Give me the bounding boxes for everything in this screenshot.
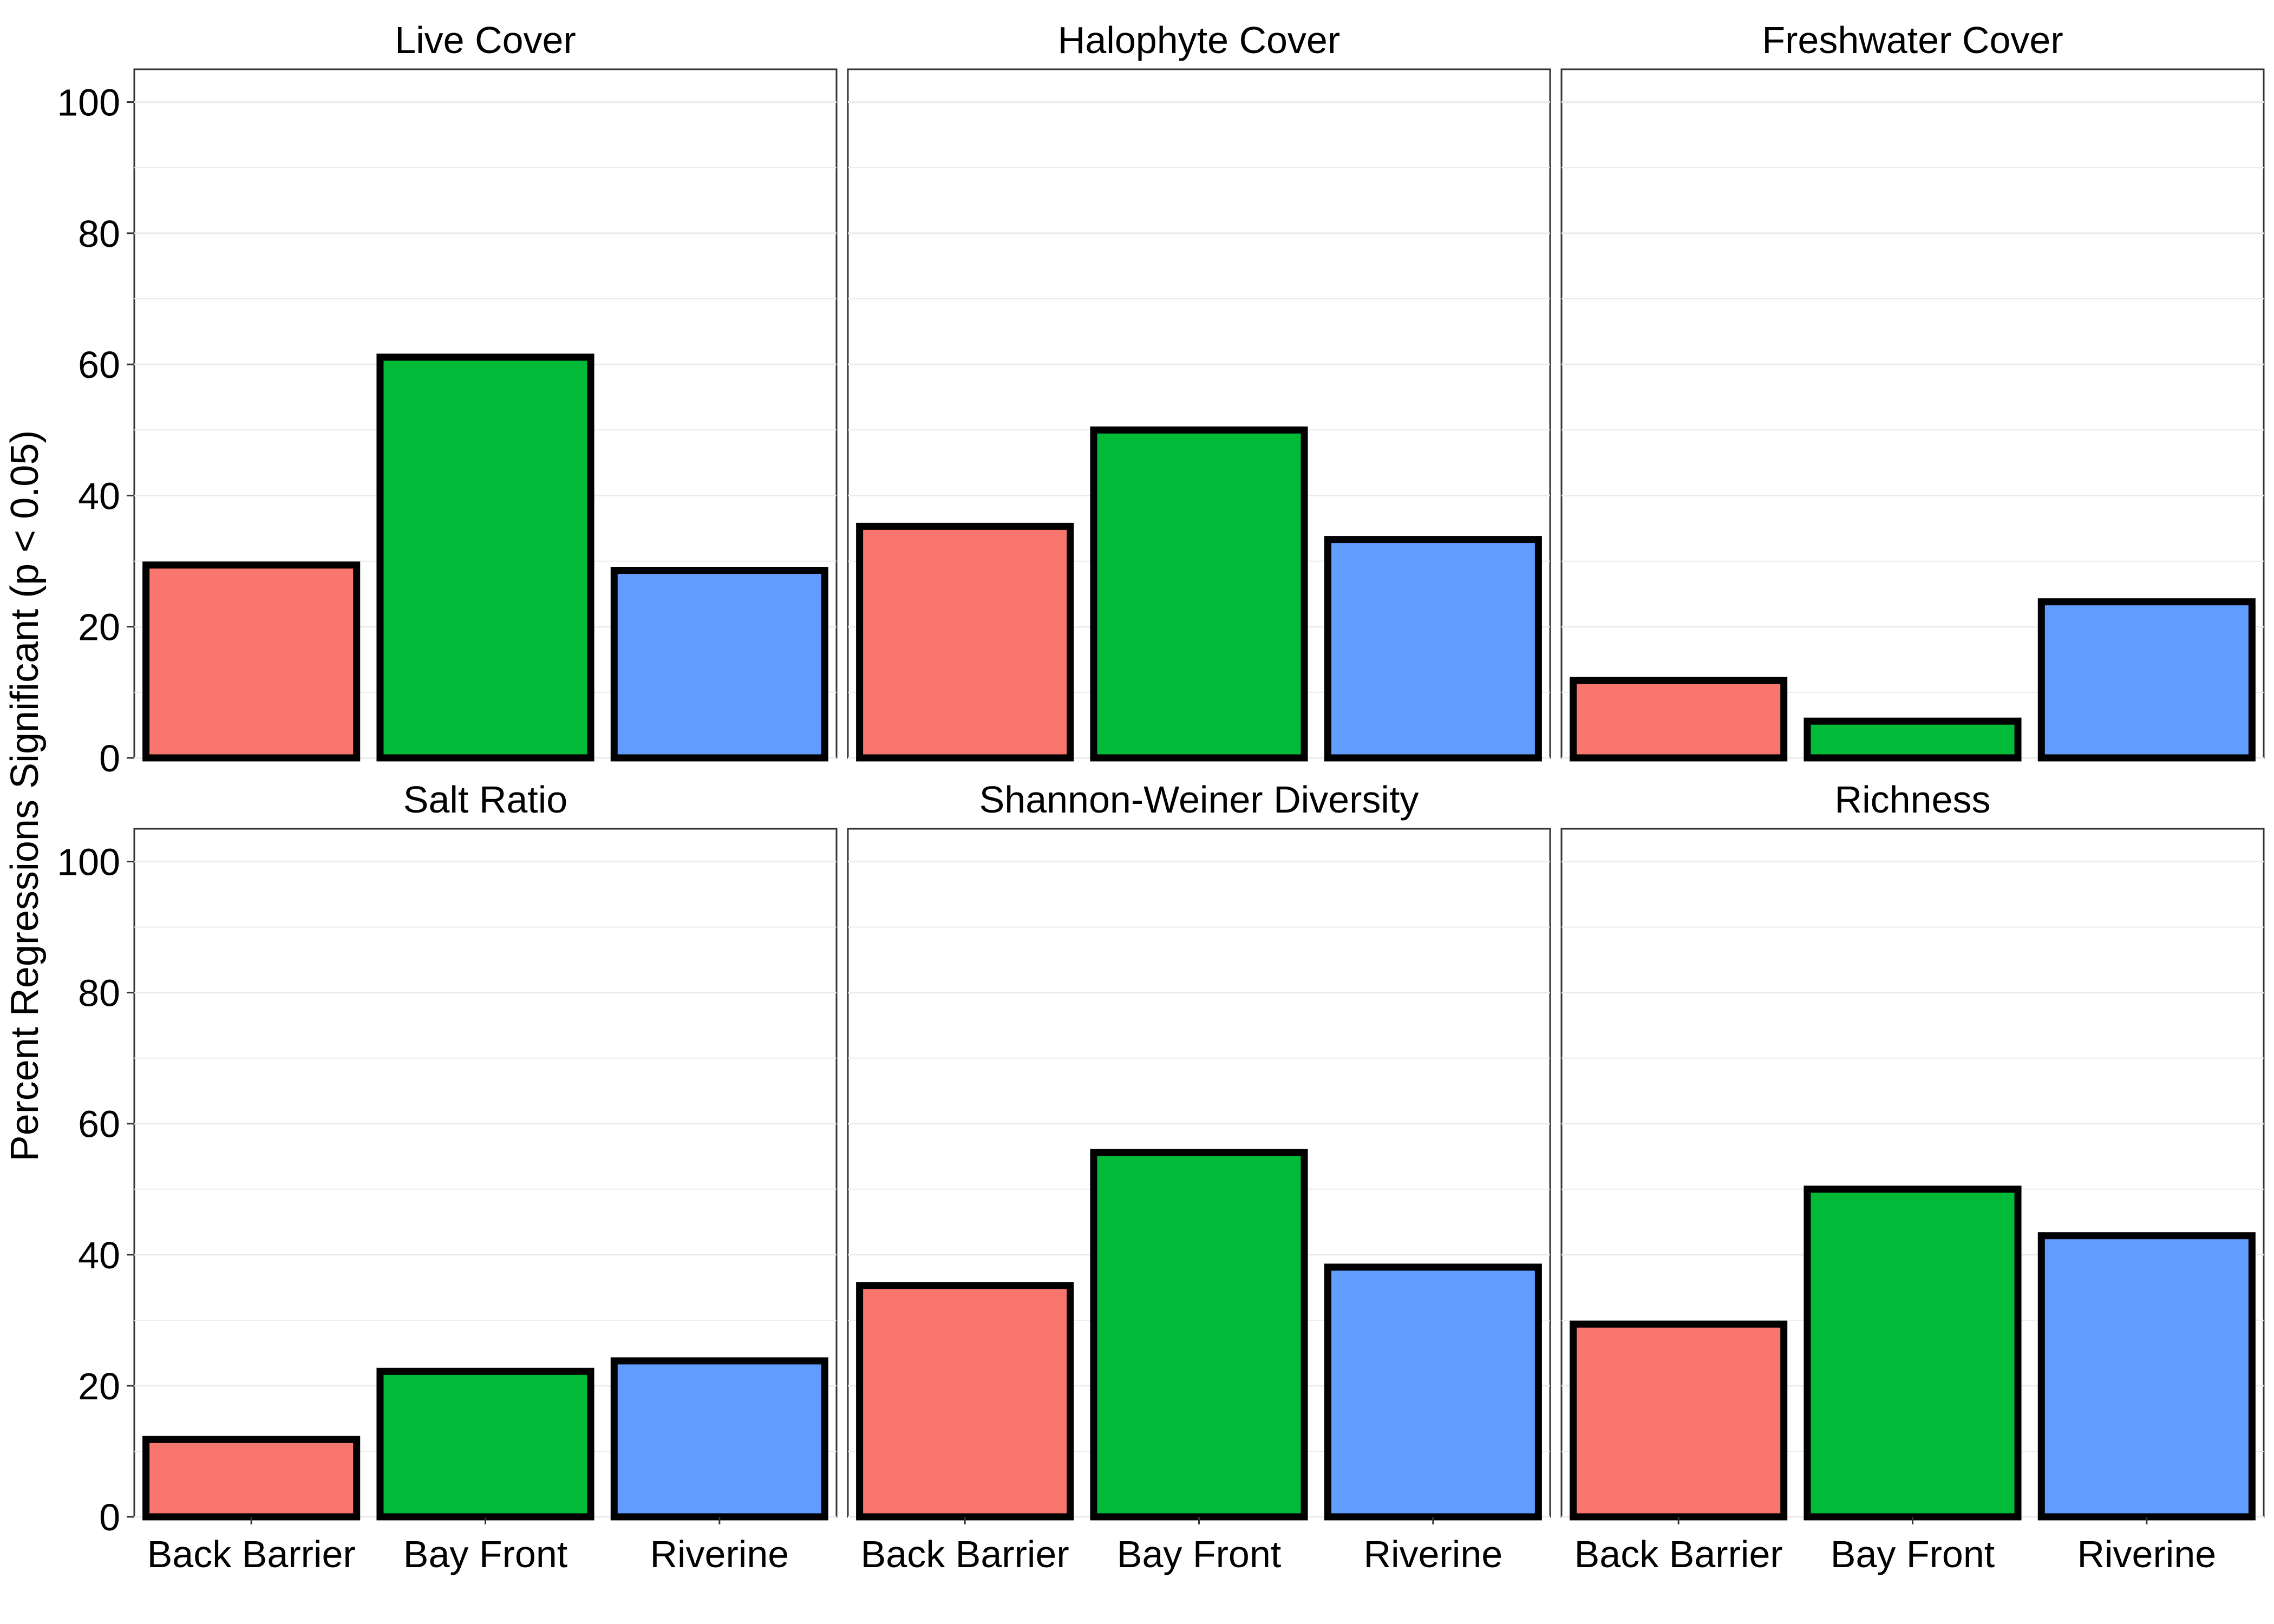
x-tick-label: Bay Front [1117,1533,1281,1575]
bar-bay-front [376,1367,594,1521]
facet-panels: 0 20 40 60 80 100 Live Cover Halophyte Cover Fre… [57,19,2265,1575]
y-tick-label: 60 [78,344,120,386]
bar-back-barrier [856,1282,1074,1521]
x-tick-label: Riverine [2077,1533,2216,1575]
facet-panel: Freshwater Cover [1560,19,2265,762]
bar-back-barrier [1570,677,1788,762]
bar-bay-front [1090,1149,1308,1521]
x-tick-label: Bay Front [403,1533,567,1575]
bar-riverine [1324,536,1542,762]
bar-bay-front [1803,717,2022,762]
bar-riverine [2037,1232,2256,1521]
y-tick-label: 80 [78,213,120,255]
bar-back-barrier [1570,1320,1788,1521]
facet-title: Shannon-Weiner Diversity [979,778,1419,821]
facet-title: Freshwater Cover [1762,19,2063,61]
facet-panel: Back Barrier Bay Front Riverine 0 20 40 60 80 10… [57,778,838,1575]
bar-back-barrier [142,1436,361,1521]
facet-title: Live Cover [395,19,576,61]
facet-title: Richness [1835,778,1991,821]
bar-bay-front [376,353,594,762]
x-tick-label: Riverine [1363,1533,1502,1575]
y-tick-label: 100 [57,841,120,883]
x-tick-label: Back Barrier [861,1533,1069,1575]
bar-riverine [610,567,828,762]
facet-panel: Back Barrier Bay Front Riverine Shannon-Wei… [847,778,1551,1575]
bar-bay-front [1803,1186,2022,1521]
bar-riverine [2037,598,2256,762]
x-tick-label: Back Barrier [147,1533,356,1575]
y-tick-label: 20 [78,606,120,649]
y-axis-title: Percent Regressions Significant (p < 0.0… [3,430,47,1162]
x-tick-label: Back Barrier [1574,1533,1783,1575]
facet-panel: Back Barrier Bay Front Riverine Richness [1560,778,2265,1575]
bar-riverine [1324,1263,1542,1521]
x-tick-label: Bay Front [1831,1533,1995,1575]
y-tick-label: 20 [78,1365,120,1407]
y-tick-label: 100 [57,82,120,124]
y-tick-label: 40 [78,475,120,517]
y-tick-label: 0 [99,737,120,780]
x-tick-label: Riverine [650,1533,789,1575]
facet-title: Halophyte Cover [1058,19,1340,61]
facet-panel: Halophyte Cover [847,19,1551,762]
facet-title: Salt Ratio [403,778,567,821]
facet-panel: 0 20 40 60 80 100 Live Cover [57,19,838,780]
bar-back-barrier [142,561,361,762]
bar-riverine [610,1357,828,1521]
y-tick-label: 80 [78,972,120,1014]
bar-bay-front [1090,426,1308,762]
y-tick-label: 40 [78,1234,120,1276]
y-tick-label: 60 [78,1103,120,1145]
y-tick-label: 0 [99,1496,120,1538]
bar-back-barrier [856,522,1074,762]
